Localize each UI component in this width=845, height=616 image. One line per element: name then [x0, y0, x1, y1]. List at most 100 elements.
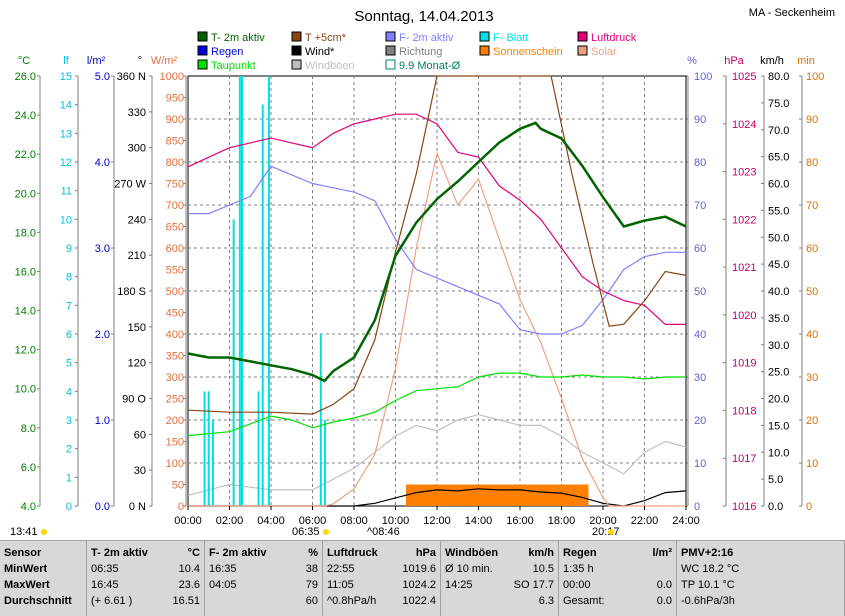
stats-cell: 00:00 [563, 579, 591, 591]
stats-header: Luftdruck [327, 547, 378, 559]
axis-tick-label: 30 [694, 372, 706, 384]
axis-tick-label: 16.0 [15, 266, 36, 278]
sun-icon [41, 529, 47, 535]
axis-tick-label: 40.0 [768, 286, 789, 298]
axis-tick-label: 330 [128, 107, 146, 119]
axis-tick-label: 60 [806, 243, 818, 255]
stats-row: 1:35 h [563, 561, 672, 577]
axis-tick-label: 1023 [732, 167, 756, 179]
axis-tick-label: 3 [66, 415, 72, 427]
axis-tick-label: 0 N [129, 501, 146, 513]
axis-tick-label: 120 [128, 358, 146, 370]
axis-tick-label: 1017 [732, 453, 756, 465]
stats-header: T- 2m aktiv [91, 547, 148, 559]
stats-value: 1019.6 [402, 563, 436, 575]
x-tick-label: 14:00 [465, 515, 493, 527]
axis-tick-label: 10 [60, 214, 72, 226]
x-tick-label: 16:00 [506, 515, 534, 527]
stats-cell: -0.6hPa/3h [681, 595, 735, 607]
x-tick-label: 00:00 [174, 515, 202, 527]
axis-tick-label: 55.0 [768, 205, 789, 217]
legend-label: Regen [211, 46, 243, 58]
series-taupunkt [187, 372, 686, 437]
axis-tick-label: 100 [166, 458, 184, 470]
stats-row: ^0.8hPa/h 1022.4 [327, 593, 436, 609]
axis-tick-label: 5.0 [95, 71, 110, 83]
stats-column: T- 2m aktiv °C 06:35 10.4 16:45 23.6 (+ 6.61 )… [87, 541, 205, 616]
stats-cell: MinWert [4, 563, 48, 575]
stats-cell: Durchschnitt [4, 595, 72, 607]
x-axis: 00:00 02:00 04:00 06:00 08:00 10:00 12:00 14:00… [174, 506, 700, 527]
axis-tick-label: 75.0 [768, 98, 789, 110]
axis-tick-label: 14.0 [15, 306, 36, 318]
axis-unit: % [687, 55, 697, 67]
legend-swatch [479, 45, 490, 56]
stats-value: 6.3 [538, 595, 554, 607]
axis-tick-label: 2.0 [95, 329, 110, 341]
stats-cell: 16:45 [91, 579, 119, 591]
axis-tick-label: 100 [694, 71, 712, 83]
axis-tick-label: 14 [60, 100, 72, 112]
axis-unit: °C [18, 55, 30, 67]
sunrise-label: 06:35 [292, 526, 320, 538]
stats-cell: Ø 10 min. [445, 563, 493, 575]
axis-tick-label: 200 [166, 415, 184, 427]
stats-unit: % [308, 547, 318, 559]
axis-tick-label: 1024 [732, 119, 756, 131]
legend-swatch [385, 45, 396, 56]
left-time-label: 13:41 [10, 526, 38, 538]
axis-tick-label: 300 [128, 143, 146, 155]
stats-cell: MaxWert [4, 579, 50, 591]
axis-tick-label: 15.0 [768, 420, 789, 432]
stats-unit: hPa [415, 547, 436, 559]
axis-tick-label: 650 [166, 222, 184, 234]
axis-tick-label: 25.0 [768, 367, 789, 379]
series-luftdruck [187, 113, 686, 325]
stats-value: 1022.4 [402, 595, 436, 607]
stats-cell: 22:55 [327, 563, 355, 575]
legend-label: T +5cm* [305, 32, 347, 44]
axis-tick-label: 1018 [732, 405, 756, 417]
stats-column: Windböen km/h Ø 10 min. 10.5 14:25 SO 17.7 6.3 [441, 541, 559, 616]
axis-unit: W/m² [151, 55, 178, 67]
axis-tick-label: 1022 [732, 214, 756, 226]
x-tick-label: 12:00 [423, 515, 451, 527]
legend-label: T- 2m aktiv [211, 32, 265, 44]
axis-tick-label: 240 [128, 214, 146, 226]
time-markers: 13:41 06:35 ^08:46 20:17 [10, 526, 620, 538]
axis-tick-label: 0 [694, 501, 700, 513]
axis-tick-label: 24.0 [15, 110, 36, 122]
axis-tick-label: 30 [134, 465, 146, 477]
axis-tick-label: 35.0 [768, 313, 789, 325]
stats-cell: 14:25 [445, 579, 473, 591]
noon-label: ^08:46 [367, 526, 400, 538]
axis-unit: km/h [760, 55, 784, 67]
stats-cell [209, 593, 306, 609]
axis-tick-label: 500 [166, 286, 184, 298]
axis-tick-label: 0.0 [768, 501, 783, 513]
stats-column: Regen l/m² 1:35 h 00:00 0.0 Gesamt: 0.0 [559, 541, 677, 616]
axis-tick-label: 70 [806, 200, 818, 212]
stats-cell: WC 18.2 °C [681, 563, 740, 575]
stats-row: 06:35 10.4 [91, 561, 200, 577]
axis-tick-label: 90 O [122, 394, 146, 406]
legend-label: Luftdruck [591, 32, 637, 44]
axis-tick-label: 950 [166, 93, 184, 105]
axis-tick-label: 7 [66, 300, 72, 312]
statistics-panel: Sensor MinWert MaxWert Durchschnitt T- 2m ak… [0, 540, 845, 616]
axis-tick-label: 80.0 [768, 71, 789, 83]
axis-tick-label: 15 [60, 71, 72, 83]
axis-tick-label: 1021 [732, 262, 756, 274]
axis-tick-label: 210 [128, 250, 146, 262]
legend: T- 2m aktiv T +5cm* F- 2m aktiv F- Blatt Luf… [197, 31, 637, 72]
stats-unit: km/h [528, 547, 554, 559]
axis-unit: hPa [724, 55, 744, 67]
legend-swatch [291, 59, 302, 70]
legend-label: F- 2m aktiv [399, 32, 454, 44]
stats-row: 6.3 [445, 593, 554, 609]
legend-swatch [577, 31, 588, 42]
x-tick-label: 20:00 [589, 515, 617, 527]
legend-label: Taupunkt [211, 60, 256, 72]
axis-tick-label: 300 [166, 372, 184, 384]
axes: 4.06.08.010.012.014.016.018.020.022.024.… [15, 55, 825, 513]
